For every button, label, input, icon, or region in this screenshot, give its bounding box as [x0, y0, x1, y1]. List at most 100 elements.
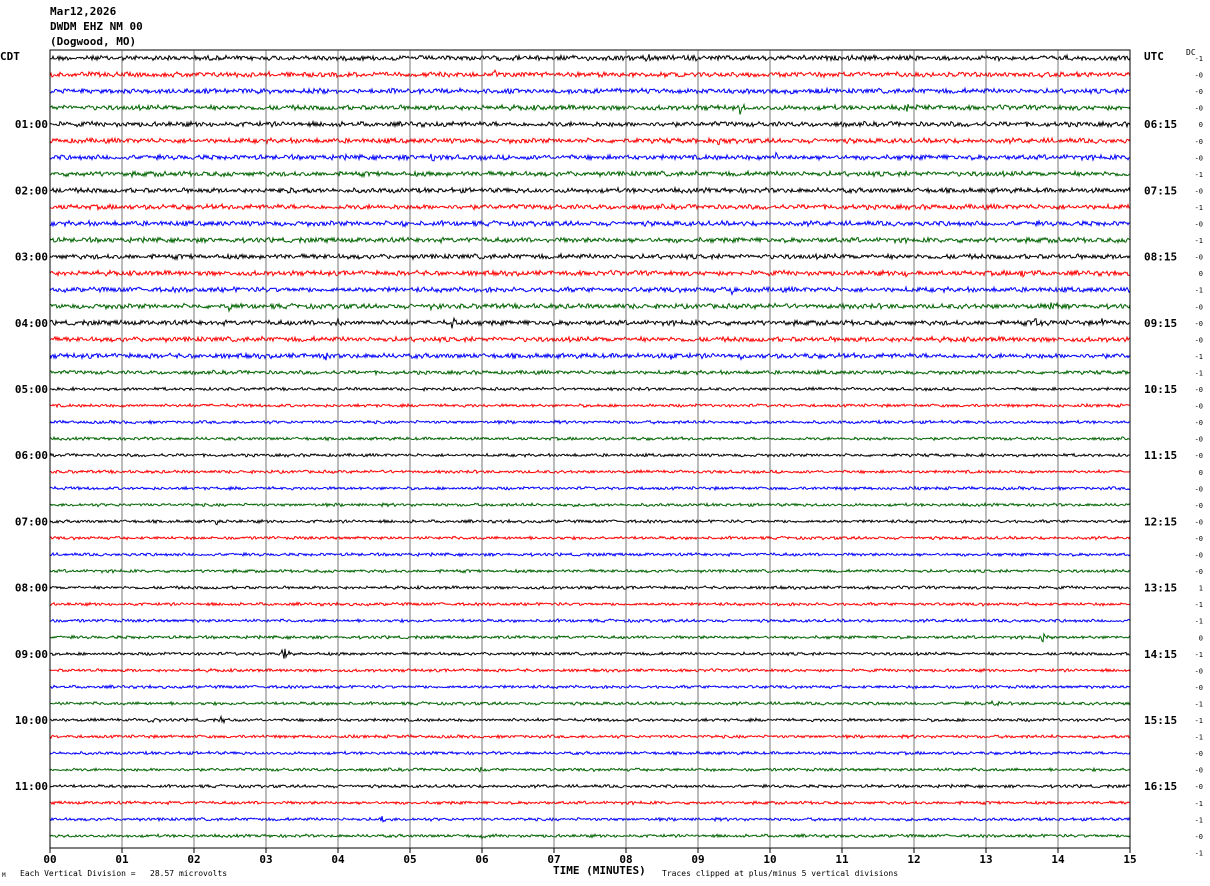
x-tick-label-8: 08 [619, 853, 632, 866]
dc-offset-10: -0 [1195, 221, 1203, 229]
right-hour-label-0: 06:15 [1144, 118, 1177, 131]
dc-offset-13: 0 [1199, 270, 1203, 278]
trace-6 [49, 151, 1131, 162]
dc-offset-37: -0 [1195, 667, 1203, 675]
x-tick-label-0: 00 [43, 853, 56, 866]
trace-21 [49, 402, 1131, 409]
dc-offset-34: -1 [1195, 618, 1203, 626]
dc-offset-12: -0 [1195, 254, 1203, 262]
trace-19 [49, 368, 1131, 377]
trace-26 [49, 485, 1131, 492]
dc-offset-27: -0 [1195, 502, 1203, 510]
x-tick-label-6: 06 [475, 853, 489, 866]
dc-offset-39: -1 [1195, 700, 1203, 708]
dc-offset-43: -0 [1195, 767, 1203, 775]
trace-22 [49, 419, 1131, 426]
dc-offset-38: -0 [1195, 684, 1203, 692]
dc-offset-35: 0 [1199, 634, 1203, 642]
dc-offset-1: -0 [1195, 72, 1203, 80]
dc-offset-47: -0 [1195, 833, 1203, 841]
plot-frame [49, 49, 1131, 849]
x-tick-label-9: 09 [691, 853, 704, 866]
trace-1 [49, 69, 1131, 79]
trace-8 [49, 185, 1131, 195]
trace-34 [49, 617, 1131, 624]
trace-24 [49, 452, 1131, 459]
dc-offset-3: -0 [1195, 105, 1203, 113]
x-tick-label-12: 12 [907, 853, 920, 866]
trace-17 [49, 334, 1131, 344]
header-location: (Dogwood, MO) [50, 35, 137, 48]
dc-offset-11: -1 [1195, 237, 1203, 245]
header-date: Mar12,2026 [50, 5, 117, 18]
corner-mark: M [2, 872, 6, 879]
trace-15 [49, 301, 1131, 313]
trace-29 [49, 535, 1131, 541]
trace-11 [49, 235, 1131, 245]
trace-5 [49, 136, 1131, 146]
left-hour-label-7: 08:00 [15, 582, 48, 595]
dc-offset-40: -1 [1195, 717, 1203, 725]
dc-offset-21: -0 [1195, 403, 1203, 411]
trace-25 [49, 468, 1131, 475]
left-hour-label-10: 11:00 [15, 780, 48, 793]
x-tick-label-11: 11 [835, 853, 849, 866]
dc-offset-45: -1 [1195, 800, 1203, 808]
trace-31 [49, 568, 1131, 575]
left-hour-label-6: 07:00 [15, 515, 48, 528]
dc-offset-25: 0 [1199, 469, 1203, 477]
right-hour-label-5: 11:15 [1144, 449, 1177, 462]
trace-47 [49, 832, 1131, 841]
trace-7 [49, 169, 1131, 179]
dc-offset-32: 1 [1199, 585, 1203, 593]
trace-37 [49, 667, 1131, 674]
clip-note: Traces clipped at plus/minus 5 vertical … [662, 869, 899, 878]
right-hour-label-4: 10:15 [1144, 383, 1177, 396]
dc-offset-36: -1 [1195, 651, 1203, 659]
trace-35 [49, 632, 1131, 643]
trace-46 [49, 816, 1131, 823]
trace-30 [49, 551, 1131, 558]
left-hour-label-0: 01:00 [15, 118, 48, 131]
header-station: DWDM EHZ NM 00 [50, 20, 143, 33]
right-hour-label-3: 09:15 [1144, 317, 1177, 330]
trace-42 [49, 750, 1131, 757]
dc-offset-41: -1 [1195, 734, 1203, 742]
dc-offset-4: 0 [1199, 121, 1203, 129]
x-tick-label-3: 03 [259, 853, 272, 866]
trace-45 [49, 800, 1131, 806]
trace-43 [49, 766, 1131, 773]
dc-offset-17: -0 [1195, 336, 1203, 344]
trace-14 [49, 285, 1131, 296]
x-tick-label-14: 14 [1051, 853, 1065, 866]
x-axis-label: TIME (MINUTES) [553, 864, 646, 877]
dc-offset-33: -1 [1195, 601, 1203, 609]
dc-offset-15: -0 [1195, 303, 1203, 311]
x-tick-label-2: 02 [187, 853, 200, 866]
x-tick-label-5: 05 [403, 853, 416, 866]
dc-offset-9: -1 [1195, 204, 1203, 212]
right-hour-label-2: 08:15 [1144, 251, 1177, 264]
dc-offset-0: -1 [1195, 55, 1203, 63]
dc-offset-28: -0 [1195, 518, 1203, 526]
trace-4 [49, 119, 1131, 129]
trace-38 [49, 683, 1131, 690]
trace-0 [49, 53, 1131, 63]
trace-40 [49, 714, 1131, 725]
trace-36 [49, 648, 1130, 659]
trace-3 [49, 102, 1131, 115]
dc-offset-22: -0 [1195, 419, 1203, 427]
dc-offset-48: -1 [1195, 849, 1203, 857]
dc-offset-19: -1 [1195, 369, 1203, 377]
left-hour-label-8: 09:00 [15, 648, 48, 661]
dc-offset-16: -0 [1195, 320, 1203, 328]
x-tick-label-1: 01 [115, 853, 129, 866]
trace-33 [49, 601, 1131, 608]
trace-41 [49, 733, 1131, 740]
x-tick-label-10: 10 [763, 853, 776, 866]
x-tick-label-7: 07 [547, 853, 560, 866]
dc-offset-5: -0 [1195, 138, 1203, 146]
dc-offset-23: -0 [1195, 436, 1203, 444]
right-hour-label-9: 15:15 [1144, 714, 1177, 727]
